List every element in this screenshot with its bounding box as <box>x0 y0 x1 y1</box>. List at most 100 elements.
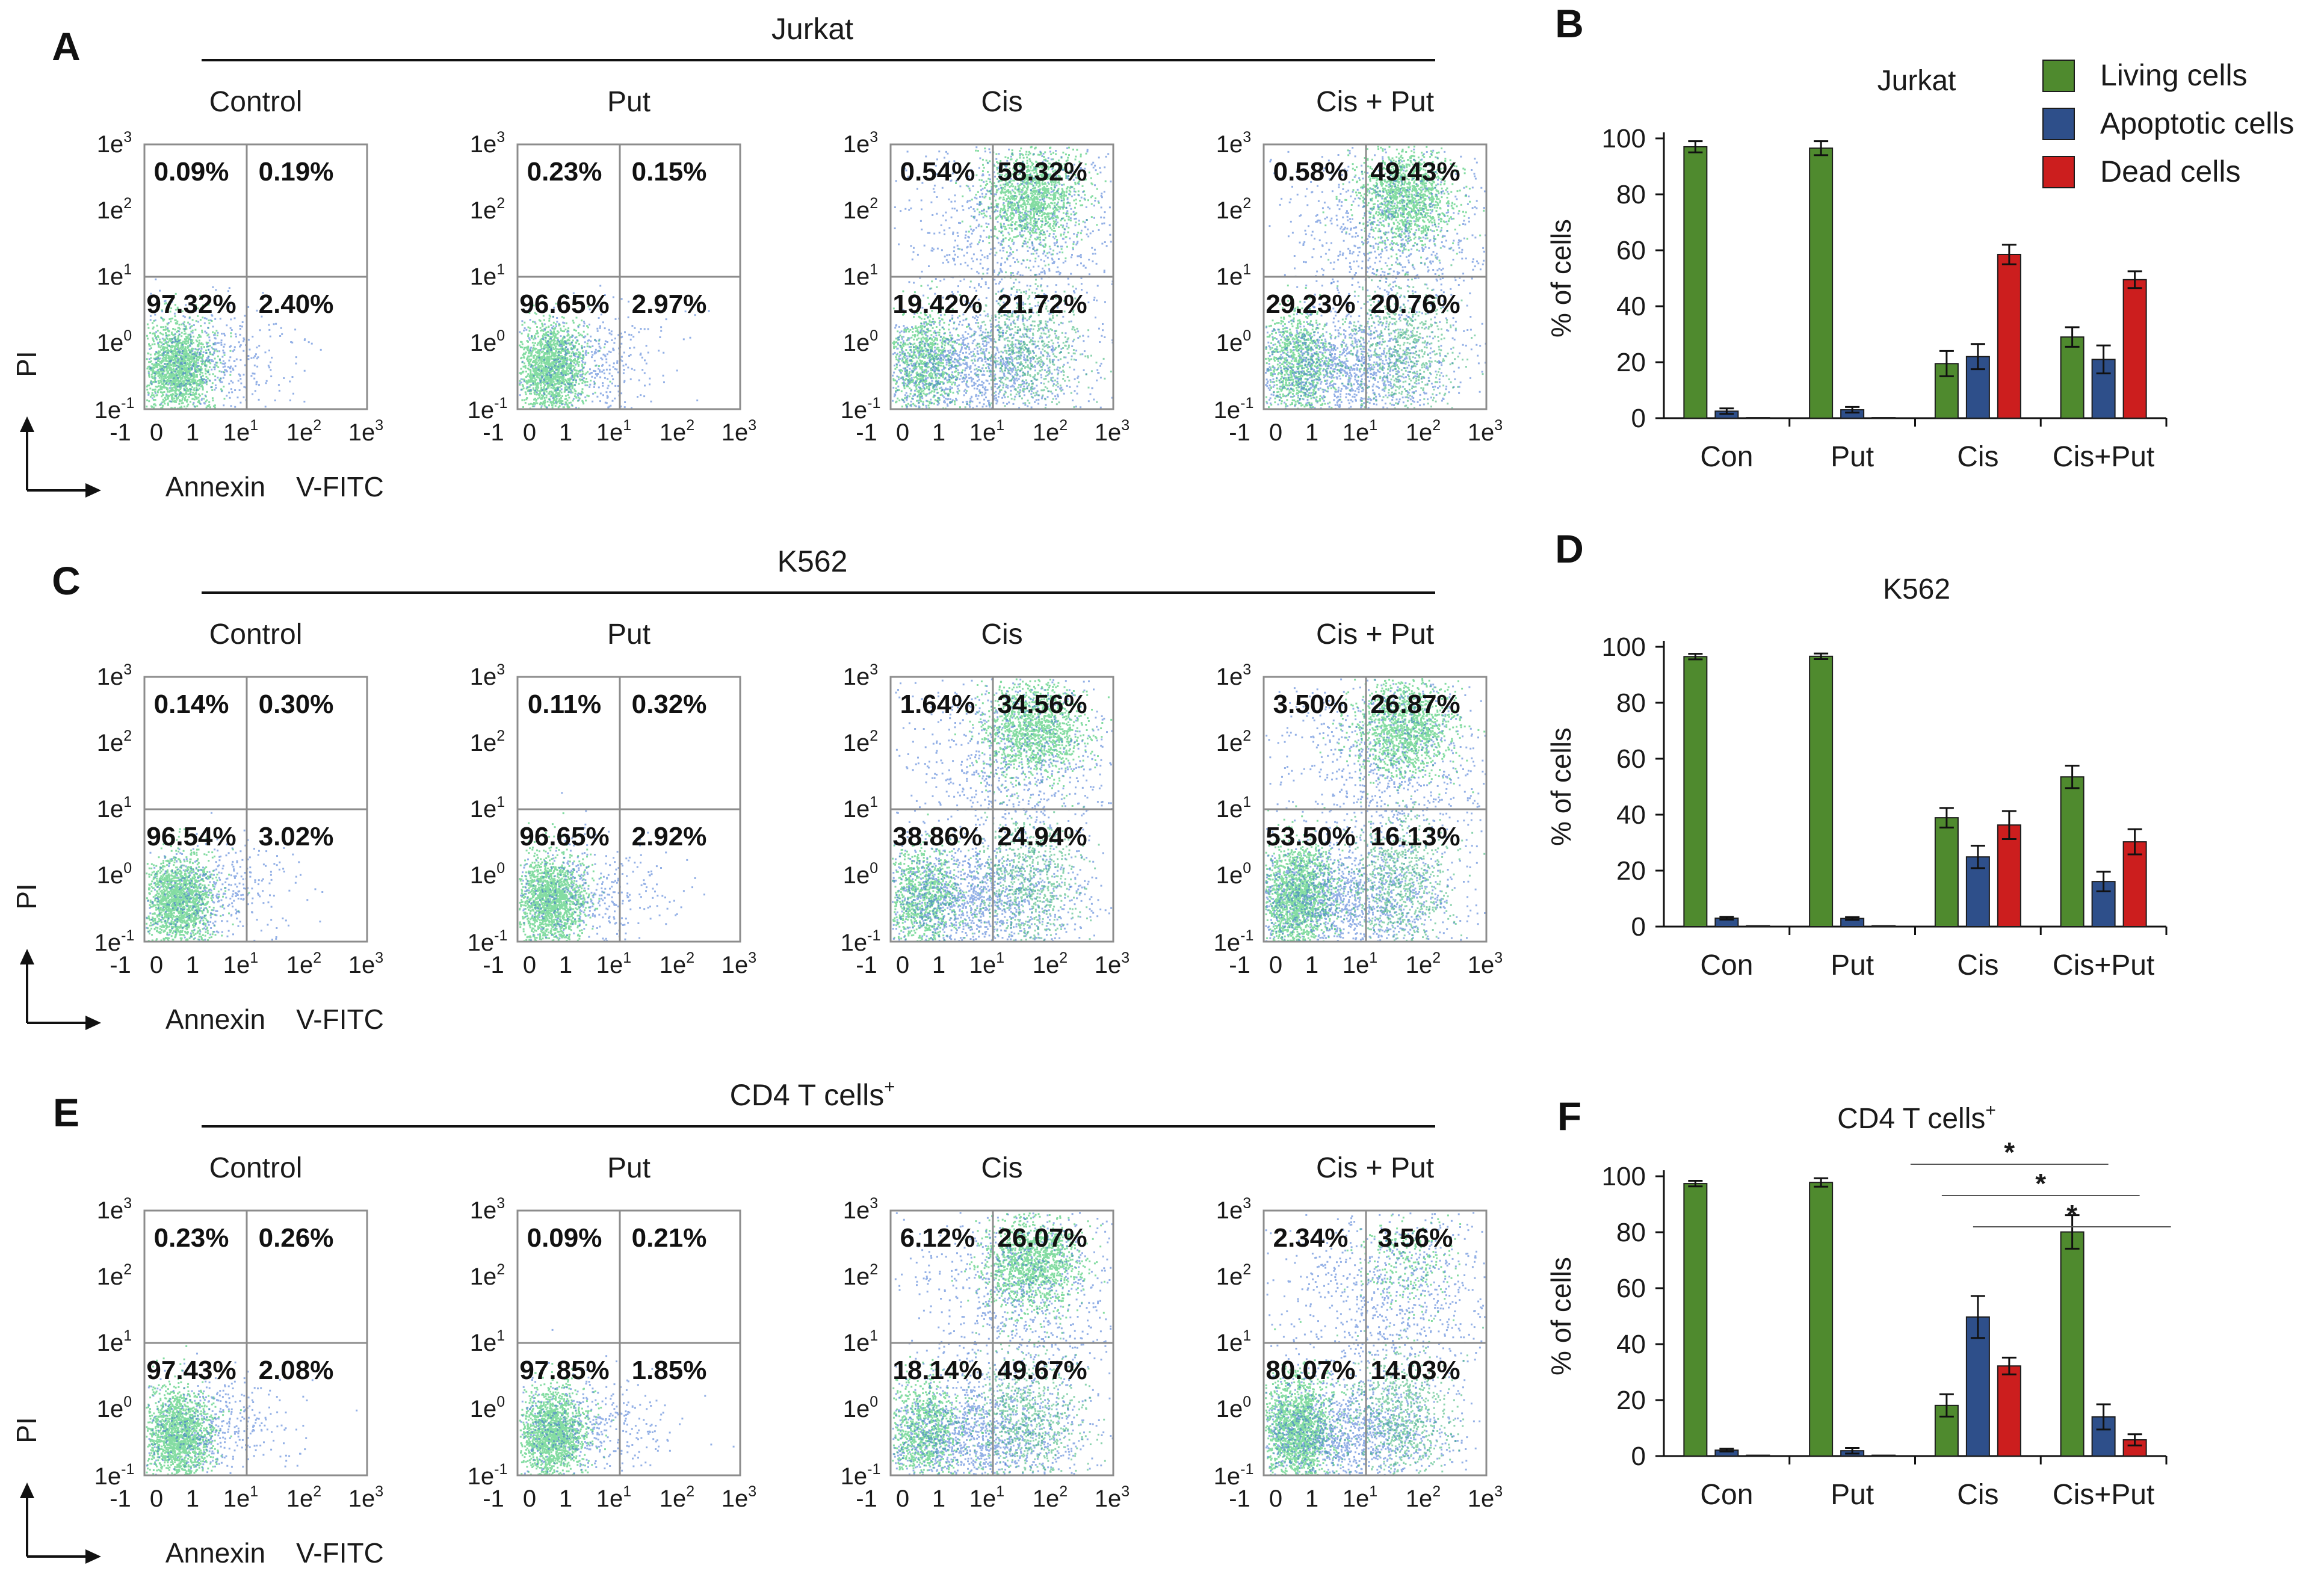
x-tick-label: 1e1 <box>969 949 1004 978</box>
scatter-cluster-1 <box>1265 824 1486 942</box>
y-tick-label-base: 1e <box>97 664 124 690</box>
y-tick-label-base: 1e <box>1216 330 1243 356</box>
y-tick-label-sup: 0 <box>870 327 878 344</box>
y-tick-label-sup: 0 <box>123 860 132 877</box>
y-tick-label-base: 1e <box>843 197 870 224</box>
scatter-cluster-4 <box>1321 229 1484 410</box>
y-tick-label: 60 <box>1616 236 1646 265</box>
y-tick-label-base: 1e <box>1216 862 1243 889</box>
plot-title: Put <box>607 86 651 118</box>
y-axis-label: % of cells <box>1545 1257 1577 1375</box>
y-tick-label: 20 <box>1616 1386 1646 1415</box>
y-tick-label-base: 1e <box>1216 796 1243 822</box>
annexin-axis-arrowhead <box>85 483 101 498</box>
x-tick-label-base: 1 <box>559 952 572 978</box>
y-tick-label: 1e-1 <box>1214 927 1254 956</box>
chart-title-base: Jurkat <box>1877 65 1956 97</box>
x-tick-label: 1e2 <box>1406 417 1441 446</box>
quadrant-ll-value: 97.43% <box>146 1356 236 1385</box>
x-tick-label: 0 <box>523 1486 536 1512</box>
bar-2-2 <box>1997 253 2021 419</box>
x-tick-label: 1e1 <box>1343 417 1377 446</box>
pi-axis-arrowhead <box>20 949 34 964</box>
x-tick-label-base: 1e <box>348 952 375 978</box>
x-tick-label: -1 <box>110 419 131 446</box>
y-tick-label-sup: 3 <box>870 1195 878 1212</box>
panel-letter-c: C <box>52 558 81 603</box>
y-tick-label-base: 1e <box>843 862 870 889</box>
x-tick-label: 1 <box>1305 952 1318 978</box>
chart-title: CD4 T cells+ <box>1837 1100 1996 1135</box>
y-tick-label-sup: 3 <box>496 129 505 146</box>
x-tick-label: 1e2 <box>286 949 321 978</box>
x-tick-label-base: 0 <box>1269 1486 1282 1512</box>
quadrant-lr-value: 49.67% <box>997 1356 1087 1385</box>
x-tick-label-base: 1 <box>1305 952 1318 978</box>
y-tick-label: 1e0 <box>1216 860 1251 889</box>
x-tick-label: 1 <box>559 419 572 446</box>
quadrant-ul-value: 0.23% <box>527 157 602 187</box>
quadrant-ur-value: 0.19% <box>259 157 334 187</box>
y-tick-label-sup: 3 <box>496 1195 505 1212</box>
y-tick-label-base: 1e <box>468 397 495 424</box>
y-tick-label: 1e3 <box>843 1195 878 1224</box>
quadrant-ll-value: 80.07% <box>1266 1356 1355 1385</box>
quadrant-ul-value: 0.54% <box>900 157 975 187</box>
x-tick-label: 1 <box>932 419 945 446</box>
bar-2-1 <box>1871 925 1896 927</box>
x-tick-label-base: 1 <box>1305 1486 1318 1512</box>
x-tick-label-base: -1 <box>483 952 504 978</box>
y-tick-label-sup: 1 <box>496 261 505 278</box>
x-tick-label: 1 <box>932 952 945 978</box>
y-tick-label: 1e3 <box>470 129 505 158</box>
y-tick-label: 40 <box>1616 292 1646 321</box>
x-tick-label-base: 0 <box>896 952 909 978</box>
y-tick-label-base: 1e <box>470 1264 497 1290</box>
x-tick-label: 1e3 <box>1468 1483 1503 1512</box>
x-tick-label: -1 <box>483 419 504 446</box>
y-tick-label-sup: 0 <box>1243 1393 1251 1410</box>
quadrant-lr-value: 3.02% <box>259 822 334 851</box>
quadrant-ul-value: 0.11% <box>528 690 601 719</box>
y-tick-label-sup: 3 <box>1243 661 1251 678</box>
quadrant-ul-value: 2.34% <box>1273 1223 1349 1253</box>
y-tick-label-base: 1e <box>470 796 497 822</box>
y-tick-label-base: 1e <box>1216 664 1243 690</box>
y-tick-label: 1e2 <box>843 1261 878 1290</box>
x-tick-label: 1 <box>186 952 199 978</box>
y-tick-label-base: 1e <box>1216 131 1243 158</box>
y-tick-label-base: 1e <box>1216 1264 1243 1290</box>
x-tick-label-sup: 3 <box>748 949 756 966</box>
x-tick-label-sup: 3 <box>1121 1483 1130 1500</box>
y-tick-label-base: 1e <box>470 330 497 356</box>
chart-title-base: CD4 T cells <box>1837 1103 1985 1135</box>
y-tick-label: 1e0 <box>470 1393 505 1422</box>
y-tick-label-base: 1e <box>843 1396 870 1422</box>
x-tick-label: 1e1 <box>223 949 258 978</box>
plot-title: Cis <box>981 1152 1022 1184</box>
x-tick-label: 1e2 <box>660 417 694 446</box>
y-tick-label-sup: -1 <box>121 1461 134 1478</box>
quadrant-lr-value: 21.72% <box>997 289 1087 319</box>
bar-2-2 <box>1997 1365 2021 1457</box>
y-tick-label: 1e3 <box>1216 129 1251 158</box>
quadrant-lr-value: 2.08% <box>259 1356 334 1385</box>
x-tick-label-base: 1e <box>596 1486 623 1512</box>
x-tick-label-base: -1 <box>110 952 131 978</box>
bar-0-0 <box>1683 146 1708 419</box>
y-tick-label-sup: 0 <box>1243 327 1251 344</box>
quadrant-ul-value: 0.58% <box>1273 157 1349 187</box>
y-tick-label: 1e3 <box>97 129 132 158</box>
y-tick-label-base: 1e <box>97 264 124 290</box>
scatter-dots <box>1265 678 1487 942</box>
y-tick-label-base: 1e <box>94 930 122 956</box>
x-tick-label-base: 0 <box>523 1486 536 1512</box>
y-tick-label-base: 1e <box>1216 1396 1243 1422</box>
scatter-dots <box>1265 1212 1486 1476</box>
y-tick-label-base: 1e <box>470 862 497 889</box>
x-tick-label: -1 <box>1229 419 1250 446</box>
scatter-cluster-0 <box>519 812 605 942</box>
y-tick-label: 1e2 <box>470 727 505 756</box>
